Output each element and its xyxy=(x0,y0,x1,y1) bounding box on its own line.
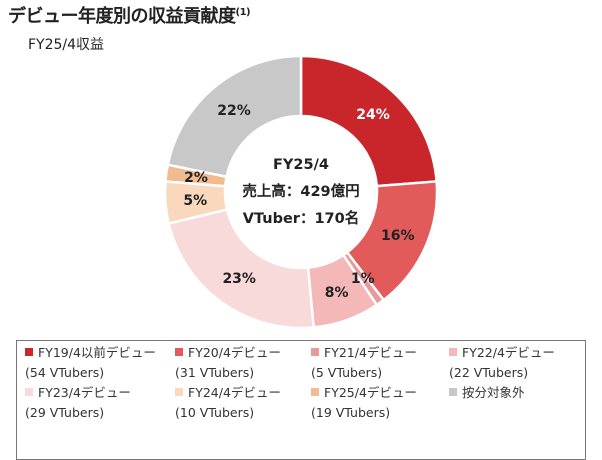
legend-swatch xyxy=(311,348,319,356)
chart-title-text: デビュー年度別の収益貢献度 xyxy=(8,6,236,27)
legend-vtuber-count: (5 VTubers) xyxy=(311,365,383,380)
slice-value-label-5: 23% xyxy=(222,271,256,287)
legend-item-5: FY23/4デビュー (29 VTubers) xyxy=(25,383,131,423)
legend-item-8: 按分対象外 xyxy=(449,383,525,403)
legend-swatch xyxy=(449,388,457,396)
donut-slice-8 xyxy=(166,54,303,179)
legend-label: FY25/4デビュー xyxy=(324,385,417,400)
center-label-revenue: 売上高：429億円 xyxy=(242,182,359,200)
legend-label: FY20/4デビュー xyxy=(188,345,281,360)
center-label-period: FY25/4 xyxy=(273,157,329,173)
legend-vtuber-count: (31 VTubers) xyxy=(175,365,255,380)
chart-subtitle: FY25/4収益 xyxy=(28,37,105,53)
slice-value-label-4: 8% xyxy=(325,285,349,301)
legend-vtuber-count: (22 VTubers) xyxy=(449,365,529,380)
slice-value-label-6: 5% xyxy=(183,193,207,209)
donut-slice-5 xyxy=(167,208,316,330)
title-footnote-mark: (1) xyxy=(235,7,251,18)
slice-value-label-1: 24% xyxy=(356,107,390,123)
legend-item-3: FY21/4デビュー (5 VTubers) xyxy=(311,343,417,383)
chart-legend: FY19/4以前デビュー (54 VTubers) FY20/4デビュー (31 VT… xyxy=(16,340,586,460)
legend-label: FY24/4デビュー xyxy=(188,385,281,400)
legend-item-1: FY19/4以前デビュー (54 VTubers) xyxy=(25,343,156,383)
legend-label: FY19/4以前デビュー xyxy=(38,345,156,360)
slice-value-label-2: 16% xyxy=(381,228,415,244)
legend-vtuber-count: (19 VTubers) xyxy=(311,405,391,420)
legend-label: FY21/4デビュー xyxy=(324,345,417,360)
legend-vtuber-count: (29 VTubers) xyxy=(25,405,105,420)
slice-value-label-8: 22% xyxy=(217,103,251,119)
legend-item-2: FY20/4デビュー (31 VTubers) xyxy=(175,343,281,383)
legend-swatch xyxy=(25,388,33,396)
legend-swatch xyxy=(25,348,33,356)
legend-swatch xyxy=(175,388,183,396)
legend-swatch xyxy=(449,348,457,356)
legend-vtuber-count: (54 VTubers) xyxy=(25,365,105,380)
donut-slices xyxy=(163,54,439,330)
center-label-vtubers: VTuber：170名 xyxy=(243,209,359,227)
chart-title: デビュー年度別の収益貢献度(1) xyxy=(8,2,251,28)
slice-value-label-3: 1% xyxy=(351,271,375,287)
legend-swatch xyxy=(311,388,319,396)
donut-slice-1 xyxy=(299,54,438,188)
donut-chart: 24% 16% 1%8% 23% 5% 2% 22% FY25/4 売上高：429億円 VT… xyxy=(163,54,439,330)
legend-item-4: FY22/4デビュー (22 VTubers) xyxy=(449,343,555,383)
legend-swatch xyxy=(175,348,183,356)
donut-slice-labels: 24% 16% 1%8% 23% 5% 2% 22% xyxy=(183,103,414,301)
legend-label: FY22/4デビュー xyxy=(462,345,555,360)
legend-vtuber-count: (10 VTubers) xyxy=(175,405,255,420)
legend-label: FY23/4デビュー xyxy=(38,385,131,400)
legend-item-6: FY24/4デビュー (10 VTubers) xyxy=(175,383,281,423)
slice-value-label-7: 2% xyxy=(184,170,208,186)
legend-item-7: FY25/4デビュー (19 VTubers) xyxy=(311,383,417,423)
legend-label: 按分対象外 xyxy=(462,385,525,400)
